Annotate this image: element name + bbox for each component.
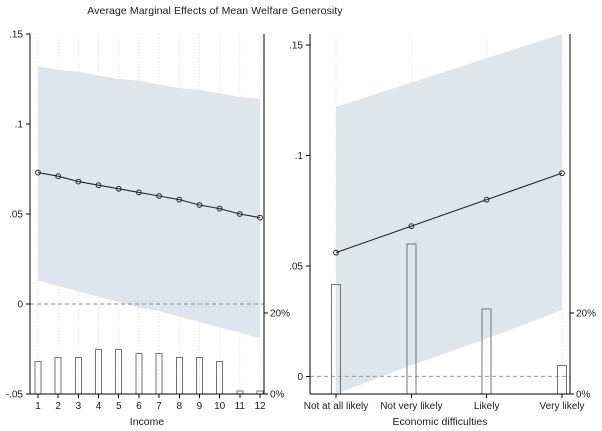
panels-container: -.05 0.05.1.15 1 2 3 4 5 6 7 8 9 10 11 12 0% 20% Income … [0, 20, 602, 431]
svg-text:20%: 20% [576, 309, 596, 320]
svg-text:6: 6 [136, 401, 142, 412]
svg-text:1: 1 [35, 401, 41, 412]
svg-text:0%: 0% [270, 390, 285, 401]
svg-text:Economic difficulties: Economic difficulties [393, 416, 488, 428]
svg-text:Not very likely: Not very likely [380, 401, 442, 412]
svg-text:5: 5 [116, 401, 122, 412]
svg-text:0: 0 [17, 300, 23, 311]
svg-text:10: 10 [214, 401, 226, 412]
svg-text:Very likely: Very likely [539, 401, 584, 412]
right-panel-economic-difficulties-chart: 0 .05 .1 .15 Not at all likely Not very likel… [290, 34, 596, 428]
chart-title: Average Marginal Effects of Mean Welfare… [87, 5, 343, 17]
svg-text:Not at all likely: Not at all likely [304, 401, 368, 412]
svg-text:Income: Income [130, 416, 165, 428]
svg-text:7: 7 [156, 401, 162, 412]
svg-text:12: 12 [254, 401, 266, 412]
svg-text:Likely: Likely [474, 401, 500, 412]
svg-text:0%: 0% [576, 390, 591, 401]
svg-text:.05: .05 [290, 261, 303, 272]
left-panel-income-chart: -.050.05.1.151 2 3 4 5 6 7 8 9 10 11 120%20%Income [6, 30, 290, 429]
svg-text:9: 9 [197, 401, 203, 412]
svg-text:11: 11 [235, 401, 246, 412]
svg-text:.1: .1 [15, 120, 24, 131]
svg-text:.15: .15 [290, 41, 303, 52]
svg-text:4: 4 [96, 401, 102, 412]
svg-text:8: 8 [176, 401, 182, 412]
svg-text:.15: .15 [9, 30, 23, 41]
svg-text:20%: 20% [270, 309, 290, 320]
svg-text:3: 3 [76, 401, 82, 412]
svg-text:-.05: -.05 [6, 390, 24, 401]
svg-text:.05: .05 [9, 210, 23, 221]
svg-text:2: 2 [55, 401, 61, 412]
svg-text:0: 0 [297, 372, 303, 383]
svg-text:.1: .1 [295, 151, 304, 162]
